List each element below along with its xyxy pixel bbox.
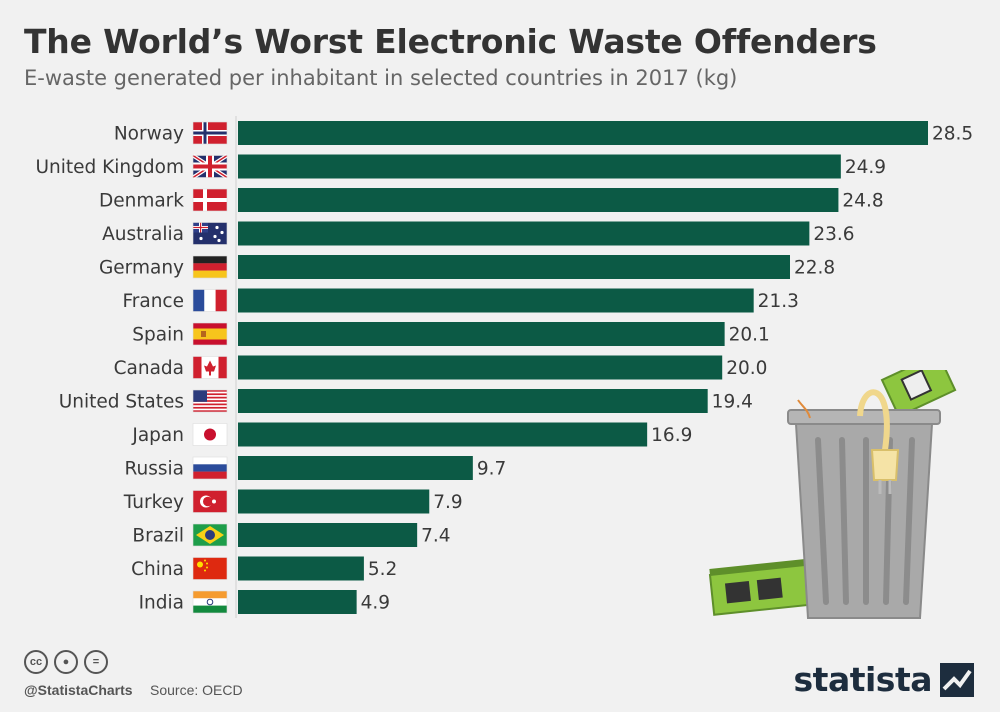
japan-flag bbox=[192, 423, 228, 446]
chip-icon bbox=[880, 370, 957, 418]
bar bbox=[238, 121, 928, 145]
value-label: 5.2 bbox=[368, 559, 397, 580]
turkey-flag bbox=[192, 490, 228, 513]
china-flag bbox=[192, 557, 228, 580]
value-label: 16.9 bbox=[651, 425, 692, 446]
category-label: Russia bbox=[124, 459, 184, 480]
category-label: Germany bbox=[99, 258, 184, 279]
uk-flag bbox=[191, 153, 229, 180]
bar bbox=[238, 154, 841, 179]
bar bbox=[238, 221, 810, 246]
bar bbox=[238, 556, 364, 581]
bar bbox=[238, 389, 708, 413]
france-flag bbox=[192, 289, 228, 312]
brazil-flag bbox=[192, 523, 228, 547]
category-label: Japan bbox=[131, 425, 184, 446]
brand-name: statista bbox=[793, 660, 933, 699]
canada-flag bbox=[192, 356, 228, 379]
russia-flag bbox=[192, 456, 228, 480]
bar bbox=[238, 255, 790, 279]
equals-icon: = bbox=[84, 650, 108, 674]
bar bbox=[238, 590, 357, 614]
value-label: 28.5 bbox=[932, 124, 973, 145]
trash-can-illustration bbox=[708, 370, 957, 619]
chart-subtitle: E-waste generated per inhabitant in sele… bbox=[24, 66, 738, 90]
value-label: 4.9 bbox=[361, 593, 390, 614]
bar bbox=[238, 288, 754, 313]
social-handle: @StatistaCharts bbox=[24, 682, 133, 698]
australia-flag bbox=[192, 222, 228, 245]
germany-flag bbox=[192, 255, 228, 279]
bar bbox=[238, 322, 725, 346]
india-flag bbox=[192, 590, 228, 614]
statista-mark-icon bbox=[940, 662, 974, 697]
bar bbox=[238, 456, 473, 480]
bar bbox=[238, 422, 648, 447]
value-label: 7.9 bbox=[433, 492, 462, 513]
category-label: Australia bbox=[102, 224, 184, 245]
category-label: Denmark bbox=[99, 191, 184, 212]
cc-icon: cc bbox=[24, 650, 48, 674]
value-label: 21.3 bbox=[758, 291, 799, 312]
bar bbox=[238, 523, 418, 547]
statista-logo: statista bbox=[794, 660, 974, 699]
value-label: 20.0 bbox=[726, 358, 767, 379]
denmark-flag bbox=[192, 188, 228, 212]
license-icons: cc ● = bbox=[24, 650, 108, 674]
value-label: 24.8 bbox=[842, 191, 883, 212]
value-label: 19.4 bbox=[712, 392, 753, 413]
value-label: 20.1 bbox=[729, 325, 770, 346]
value-label: 22.8 bbox=[794, 258, 835, 279]
category-label: Canada bbox=[114, 358, 184, 379]
person-icon: ● bbox=[54, 650, 78, 674]
value-label: 9.7 bbox=[477, 459, 506, 480]
category-label: France bbox=[122, 291, 184, 312]
category-label: India bbox=[139, 593, 184, 614]
value-label: 24.9 bbox=[845, 157, 886, 178]
bar bbox=[238, 355, 723, 380]
chart-title: The World’s Worst Electronic Waste Offen… bbox=[24, 22, 877, 61]
source-note: Source: OECD bbox=[150, 682, 243, 698]
category-label: United Kingdom bbox=[36, 157, 185, 178]
circuit-board-icon bbox=[708, 558, 815, 616]
spain-flag bbox=[192, 322, 228, 346]
category-label: Brazil bbox=[132, 526, 184, 547]
norway-flag bbox=[192, 121, 228, 145]
usa-flag bbox=[192, 389, 228, 413]
bar bbox=[238, 188, 839, 212]
category-label: Spain bbox=[132, 325, 184, 346]
category-label: Norway bbox=[114, 124, 184, 145]
category-label: Turkey bbox=[123, 492, 184, 513]
bar bbox=[238, 489, 430, 514]
value-label: 7.4 bbox=[421, 526, 450, 547]
value-label: 23.6 bbox=[813, 224, 854, 245]
category-label: China bbox=[131, 559, 184, 580]
category-label: United States bbox=[59, 392, 184, 413]
